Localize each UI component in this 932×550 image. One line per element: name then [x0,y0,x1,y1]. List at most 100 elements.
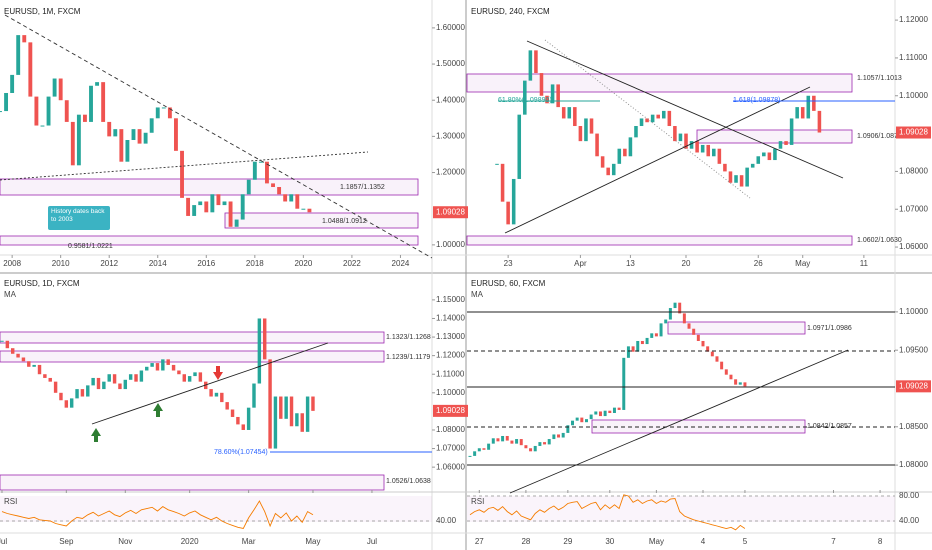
candle [209,389,213,397]
candle [584,118,588,142]
candle [277,187,282,195]
candle [575,417,579,421]
candle [295,194,300,209]
x-tick-label: 28 [521,537,530,546]
rsi-tick-label: 80.00 [899,491,920,500]
candle [743,382,747,387]
last-price-tag [433,206,468,219]
candle [745,167,749,187]
candle [230,409,235,417]
x-tick-label: 2020 [181,537,199,546]
candle [695,141,699,153]
candle [573,107,577,127]
candle [566,425,570,433]
trendline [504,86,811,234]
candle [664,319,668,324]
candle [76,114,81,166]
candle [696,334,700,341]
candle [91,377,95,386]
candle [667,110,672,127]
candle [86,385,90,397]
candle [645,118,649,123]
candle [611,163,616,176]
candle [58,78,63,101]
y-tick-label: 1.13000 [436,332,465,341]
candle [482,448,486,450]
candle [198,372,203,382]
candle [177,370,181,375]
candle [547,439,551,445]
y-tick-label: 1.10000 [436,388,465,397]
candle [701,340,705,347]
candle [477,448,481,452]
candle [545,95,549,104]
candle [519,439,523,446]
zone [224,212,419,229]
panel-title: EURUSD, 1M, FXCM [4,7,81,16]
candle [712,148,716,157]
candle [307,208,312,213]
candle [543,442,547,445]
zone [0,178,419,196]
candle [668,308,672,320]
candle [150,363,154,367]
candle [656,114,660,119]
panel-title: EURUSD, 60, FXCM [471,279,546,288]
candle [650,333,654,338]
trendline [526,40,844,179]
candle [204,201,209,213]
x-tick-label: 2018 [246,259,264,268]
rsi-line [1,500,314,530]
candle [198,201,203,206]
candle [145,366,149,371]
candle [273,396,278,449]
candle [246,407,251,430]
candle [678,133,683,142]
candle [75,389,79,399]
y-tick-label: 1.60000 [436,23,465,32]
candle [784,141,788,145]
candle [622,357,626,410]
x-tick-label: 27 [475,537,484,546]
zone [466,73,853,93]
candle [767,152,772,161]
annotation: 1.0906/1.0878 [857,133,902,140]
candle [515,439,519,444]
candle [561,107,566,119]
x-tick-label: 26 [754,259,763,268]
candle [495,163,499,165]
candle [684,133,688,149]
panel-title: EURUSD, 1D, FXCM [4,279,80,288]
annotation: 1.1323/1.1268 [386,334,431,341]
y-tick-label: 1.10000 [899,307,928,316]
trendline [509,349,849,494]
annotation: 1.0971/1.0986 [807,325,852,332]
candle [180,150,184,198]
candle [16,353,20,358]
candle [817,110,822,133]
candle [69,398,74,408]
candle [689,141,694,149]
zone [0,474,385,491]
candle [634,126,638,138]
candle [246,179,251,195]
annotation: 1.0526/1.0638 [386,478,431,485]
candle [557,434,561,438]
candle [112,374,117,384]
candle [654,333,658,337]
candle [102,381,106,390]
candle [496,438,500,442]
rsi-tick-label: 40.00 [899,516,920,525]
candle [636,340,640,352]
x-tick-label: 29 [563,537,572,546]
candle [687,323,691,329]
x-tick-label: Sep [59,537,74,546]
y-tick-label: 1.14000 [436,314,465,323]
candle [724,369,728,375]
arrow-down [213,366,223,380]
candle [739,175,744,187]
candle [186,197,191,216]
candle [52,78,57,97]
candle [524,445,528,449]
candle [59,392,63,401]
